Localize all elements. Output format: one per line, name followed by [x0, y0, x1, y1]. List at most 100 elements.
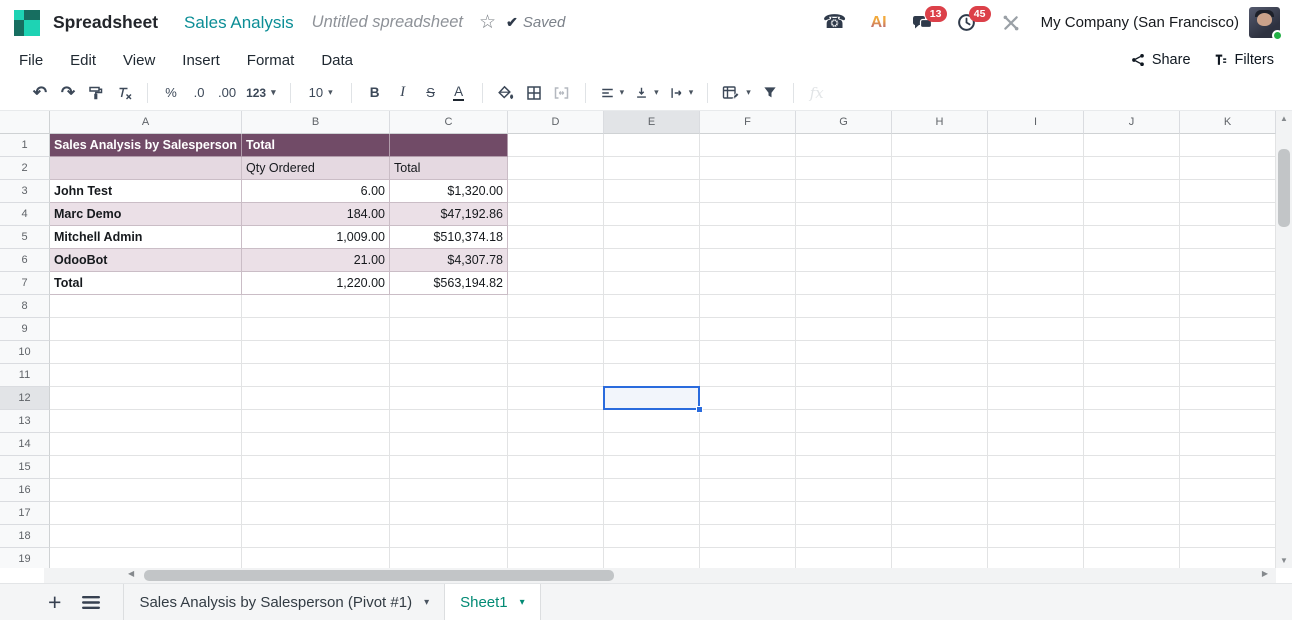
cell-H1[interactable]	[892, 134, 988, 157]
cell-C1[interactable]	[390, 134, 508, 157]
increase-decimal-button[interactable]: .00	[214, 80, 240, 106]
cell-F5[interactable]	[700, 226, 796, 249]
cell-A15[interactable]	[50, 456, 242, 479]
cell-C2[interactable]: Total	[390, 157, 508, 180]
messages-icon[interactable]: 13	[901, 5, 947, 40]
cell-I10[interactable]	[988, 341, 1084, 364]
cell-K10[interactable]	[1180, 341, 1276, 364]
cell-G1[interactable]	[796, 134, 892, 157]
add-sheet-button[interactable]: +	[48, 588, 62, 615]
cell-C10[interactable]	[390, 341, 508, 364]
col-header-I[interactable]: I	[988, 111, 1084, 134]
cell-B18[interactable]	[242, 525, 390, 548]
menu-edit[interactable]: Edit	[70, 51, 97, 69]
row-header-1[interactable]: 1	[0, 134, 50, 157]
fill-color-button[interactable]	[493, 80, 519, 106]
data-filter-button[interactable]	[757, 80, 783, 106]
cell-B17[interactable]	[242, 502, 390, 525]
cell-A5[interactable]: Mitchell Admin	[50, 226, 242, 249]
cell-E16[interactable]	[604, 479, 700, 502]
cell-D7[interactable]	[508, 272, 604, 295]
row-header-11[interactable]: 11	[0, 364, 50, 387]
cell-E19[interactable]	[604, 548, 700, 568]
sheet-tab-2[interactable]: Sheet1 ▾	[445, 584, 541, 620]
filters-button[interactable]: Filters	[1213, 52, 1274, 68]
cell-E2[interactable]	[604, 157, 700, 180]
cell-H18[interactable]	[892, 525, 988, 548]
cell-E3[interactable]	[604, 180, 700, 203]
cell-H11[interactable]	[892, 364, 988, 387]
cell-A18[interactable]	[50, 525, 242, 548]
insert-pivot-button[interactable]: ▾	[718, 80, 755, 106]
cell-E14[interactable]	[604, 433, 700, 456]
cell-A7[interactable]: Total	[50, 272, 242, 295]
cell-C11[interactable]	[390, 364, 508, 387]
cell-C19[interactable]	[390, 548, 508, 568]
col-header-D[interactable]: D	[508, 111, 604, 134]
format-percent-button[interactable]: %	[158, 80, 184, 106]
scroll-down-arrow-icon[interactable]: ▼	[1280, 556, 1288, 565]
breadcrumb-sales-analysis[interactable]: Sales Analysis	[184, 12, 294, 32]
col-header-G[interactable]: G	[796, 111, 892, 134]
cell-F19[interactable]	[700, 548, 796, 568]
row-header-6[interactable]: 6	[0, 249, 50, 272]
row-header-2[interactable]: 2	[0, 157, 50, 180]
cell-D14[interactable]	[508, 433, 604, 456]
number-format-button[interactable]: 123 ▾	[242, 80, 280, 106]
cell-F7[interactable]	[700, 272, 796, 295]
user-avatar[interactable]	[1249, 7, 1283, 41]
menu-format[interactable]: Format	[246, 51, 295, 69]
cell-G4[interactable]	[796, 203, 892, 226]
paint-format-button[interactable]	[83, 80, 109, 106]
cell-G2[interactable]	[796, 157, 892, 180]
cell-E10[interactable]	[604, 341, 700, 364]
cell-C15[interactable]	[390, 456, 508, 479]
cell-G9[interactable]	[796, 318, 892, 341]
cell-K8[interactable]	[1180, 295, 1276, 318]
cell-D9[interactable]	[508, 318, 604, 341]
sheet-tab-1[interactable]: Sales Analysis by Salesperson (Pivot #1)…	[123, 584, 446, 620]
cell-J2[interactable]	[1084, 157, 1180, 180]
cell-K6[interactable]	[1180, 249, 1276, 272]
cell-I18[interactable]	[988, 525, 1084, 548]
row-header-5[interactable]: 5	[0, 226, 50, 249]
vertical-scrollbar[interactable]: ▲ ▼	[1276, 111, 1292, 568]
cell-K17[interactable]	[1180, 502, 1276, 525]
cell-B8[interactable]	[242, 295, 390, 318]
cell-D8[interactable]	[508, 295, 604, 318]
cell-A3[interactable]: John Test	[50, 180, 242, 203]
row-header-13[interactable]: 13	[0, 410, 50, 433]
scroll-right-arrow-icon[interactable]: ▶	[1261, 569, 1268, 578]
cell-G7[interactable]	[796, 272, 892, 295]
cell-K13[interactable]	[1180, 410, 1276, 433]
cell-H6[interactable]	[892, 249, 988, 272]
cell-D17[interactable]	[508, 502, 604, 525]
cell-E5[interactable]	[604, 226, 700, 249]
cell-A2[interactable]	[50, 157, 242, 180]
cell-K19[interactable]	[1180, 548, 1276, 568]
cell-F4[interactable]	[700, 203, 796, 226]
cell-C6[interactable]: $4,307.78	[390, 249, 508, 272]
cell-C3[interactable]: $1,320.00	[390, 180, 508, 203]
row-header-12[interactable]: 12	[0, 387, 50, 410]
text-color-button[interactable]: A	[446, 80, 472, 106]
cell-H3[interactable]	[892, 180, 988, 203]
cell-B2[interactable]: Qty Ordered	[242, 157, 390, 180]
cell-C7[interactable]: $563,194.82	[390, 272, 508, 295]
cell-D6[interactable]	[508, 249, 604, 272]
cell-A1[interactable]: Sales Analysis by Salesperson	[50, 134, 242, 157]
cell-D5[interactable]	[508, 226, 604, 249]
cell-D1[interactable]	[508, 134, 604, 157]
cell-J5[interactable]	[1084, 226, 1180, 249]
cell-H2[interactable]	[892, 157, 988, 180]
cell-G12[interactable]	[796, 387, 892, 410]
row-header-15[interactable]: 15	[0, 456, 50, 479]
row-header-10[interactable]: 10	[0, 341, 50, 364]
col-header-C[interactable]: C	[390, 111, 508, 134]
selected-cell-outline[interactable]	[603, 386, 703, 413]
borders-button[interactable]	[521, 80, 547, 106]
cell-I7[interactable]	[988, 272, 1084, 295]
cell-J19[interactable]	[1084, 548, 1180, 568]
cell-K1[interactable]	[1180, 134, 1276, 157]
cell-K7[interactable]	[1180, 272, 1276, 295]
